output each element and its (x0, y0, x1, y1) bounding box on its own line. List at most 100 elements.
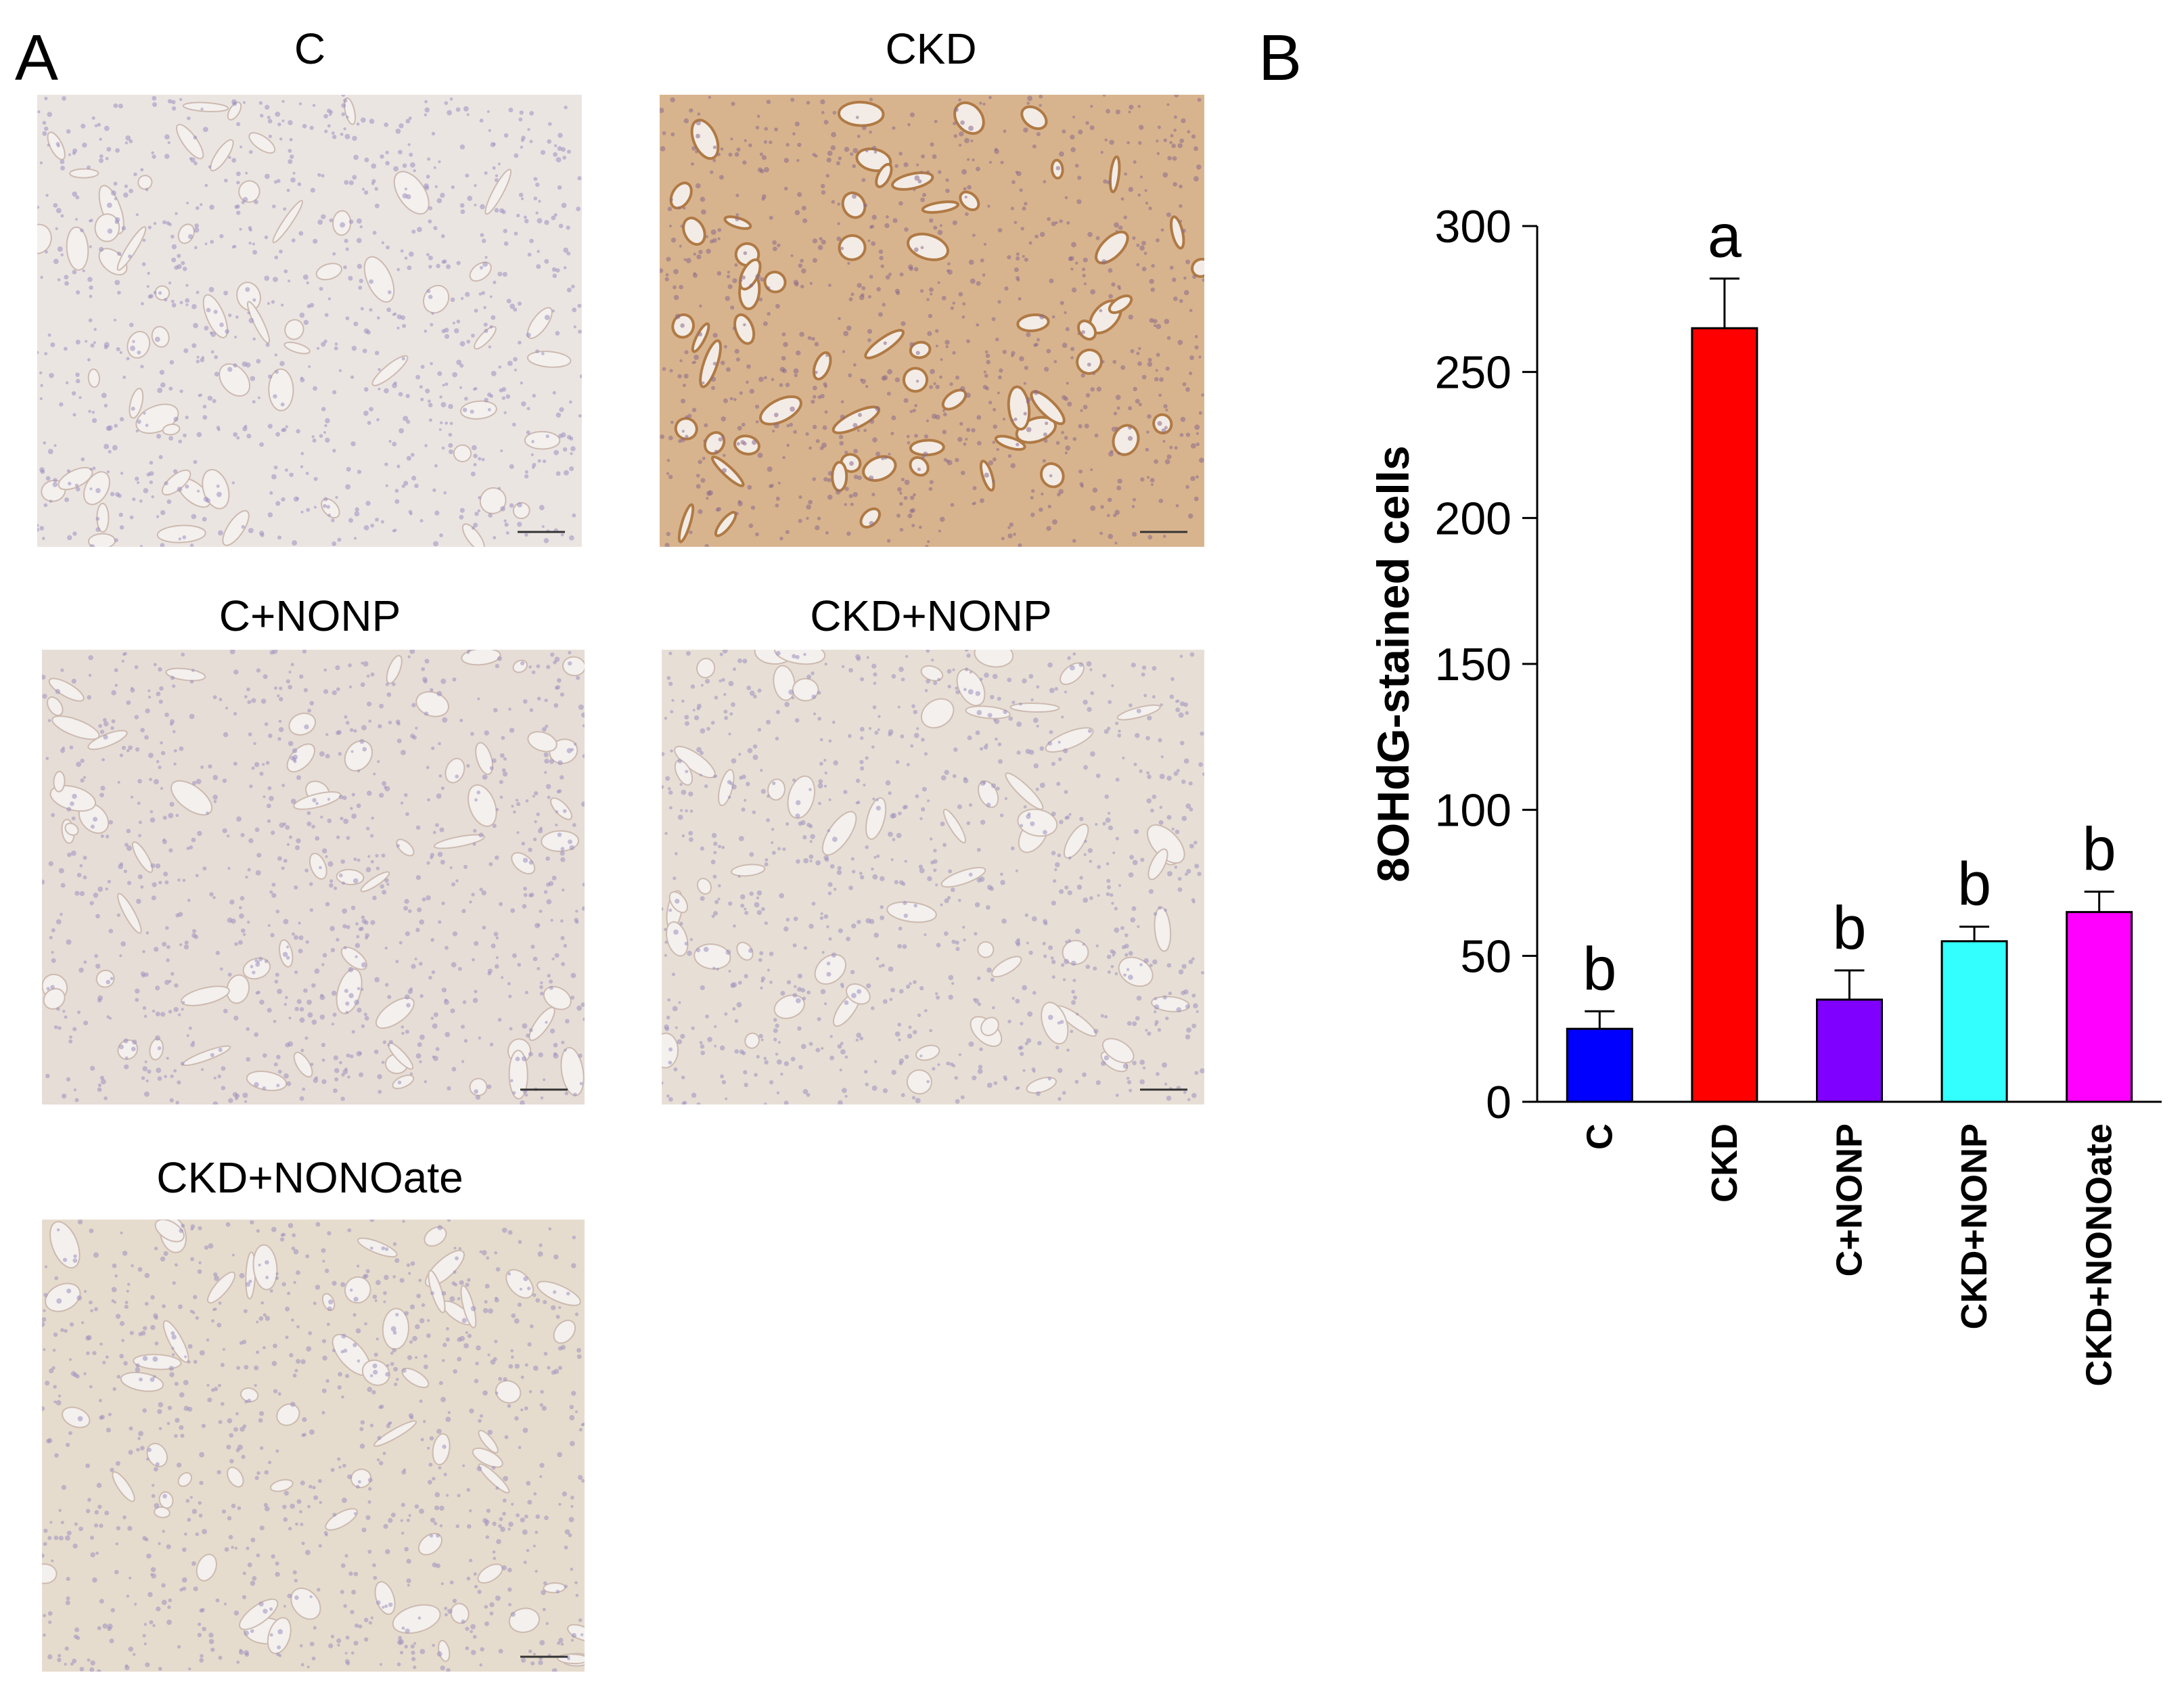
nucleus-dot (570, 446, 576, 451)
nucleus-dot (1089, 860, 1093, 864)
nucleus-dot (685, 434, 689, 439)
nucleus-dot (327, 297, 332, 300)
nucleus-dot (441, 901, 445, 906)
nucleus-dot (1114, 222, 1119, 228)
nucleus-dot (660, 108, 664, 113)
nucleus-dot (177, 487, 183, 492)
nucleus-dot (42, 1317, 47, 1322)
nucleus-dot (574, 1581, 578, 1585)
nucleus-dot (1010, 206, 1014, 210)
nucleus-dot (1066, 1048, 1070, 1052)
nucleus-dot (1128, 951, 1133, 956)
nucleus-dot (442, 1343, 447, 1347)
tubule-lumen (478, 1429, 499, 1454)
nucleus-dot (200, 203, 203, 206)
nucleus-dot (44, 352, 48, 356)
nucleus-dot (440, 1582, 444, 1586)
nucleus-dot (541, 1590, 546, 1595)
nucleus-dot (796, 859, 800, 864)
nucleus-dot (132, 340, 135, 343)
nucleus-dot (100, 834, 104, 839)
nucleus-dot (461, 908, 466, 914)
nucleus-dot (102, 1623, 108, 1629)
nucleus-dot (236, 436, 240, 440)
nucleus-dot (557, 1452, 562, 1458)
nucleus-dot (265, 342, 270, 347)
nucleus-dot (507, 1272, 511, 1276)
nucleus-dot (774, 127, 779, 132)
nucleus-dot (56, 1298, 62, 1304)
nucleus-dot (72, 793, 77, 799)
nucleus-dot (49, 935, 53, 940)
nucleus-dot (498, 1377, 503, 1381)
nucleus-dot (759, 152, 763, 156)
nucleus-dot (797, 987, 802, 992)
nucleus-dot (430, 1291, 434, 1295)
nucleus-dot (539, 505, 545, 511)
nucleus-dot (169, 1372, 175, 1378)
nucleus-dot (742, 1051, 746, 1056)
nucleus-dot (1120, 926, 1124, 931)
nucleus-dot (731, 102, 735, 106)
nucleus-dot (43, 1348, 46, 1352)
nucleus-dot (1083, 699, 1088, 705)
nucleus-dot (371, 816, 374, 820)
nucleus-dot (299, 1007, 304, 1012)
nucleus-dot (549, 1028, 555, 1034)
nucleus-dot (461, 1025, 465, 1029)
nucleus-dot (958, 143, 962, 147)
nucleus-dot (428, 255, 433, 261)
tubule-lumen (154, 1220, 185, 1243)
nucleus-dot (1193, 841, 1198, 845)
nucleus-dot (898, 989, 904, 994)
nucleus-dot (775, 1052, 779, 1056)
nucleus-dot (372, 895, 377, 901)
tubule-lumen (432, 1433, 451, 1466)
nucleus-dot (699, 1041, 703, 1045)
nucleus-dot (182, 1547, 187, 1553)
nucleus-dot (221, 1509, 226, 1514)
nucleus-dot (1136, 263, 1140, 267)
nucleus-dot (802, 1089, 809, 1094)
nucleus-dot (124, 1304, 129, 1310)
nucleus-dot (279, 249, 283, 254)
nucleus-dot (689, 809, 693, 813)
nucleus-dot (494, 208, 499, 213)
nucleus-dot (693, 355, 700, 360)
nucleus-dot (51, 1366, 55, 1370)
tubule-lumen (112, 1471, 135, 1502)
nucleus-dot (193, 1360, 198, 1364)
nucleus-dot (848, 373, 852, 378)
panel-b-letter: B (1258, 22, 1302, 94)
nucleus-dot (528, 860, 534, 865)
nucleus-dot (95, 516, 100, 521)
nucleus-dot (114, 197, 117, 200)
nucleus-dot (248, 150, 253, 154)
nucleus-dot (890, 858, 894, 862)
nucleus-dot (1132, 497, 1136, 501)
nucleus-dot (314, 968, 320, 974)
nucleus-dot (1011, 180, 1016, 184)
nucleus-dot (792, 993, 798, 998)
nucleus-dot (185, 485, 189, 489)
nucleus-dot (72, 148, 78, 154)
nucleus-dot (218, 1420, 223, 1425)
nucleus-dot (227, 834, 230, 838)
nucleus-dot (271, 893, 277, 898)
nucleus-dot (800, 987, 806, 993)
nucleus-dot (823, 120, 829, 125)
nucleus-dot (1051, 959, 1056, 964)
nucleus-dot (415, 825, 421, 830)
nucleus-dot (72, 191, 78, 197)
nucleus-dot (154, 336, 160, 342)
nucleus-dot (526, 407, 530, 411)
nucleus-dot (723, 709, 728, 714)
nucleus-dot (952, 351, 956, 355)
nucleus-dot (194, 246, 198, 250)
nucleus-dot (1196, 1010, 1199, 1013)
nucleus-dot (1087, 362, 1091, 367)
nucleus-dot (1114, 927, 1120, 933)
nucleus-dot (275, 1276, 279, 1280)
nucleus-dot (430, 855, 434, 860)
nucleus-dot (1179, 432, 1184, 437)
